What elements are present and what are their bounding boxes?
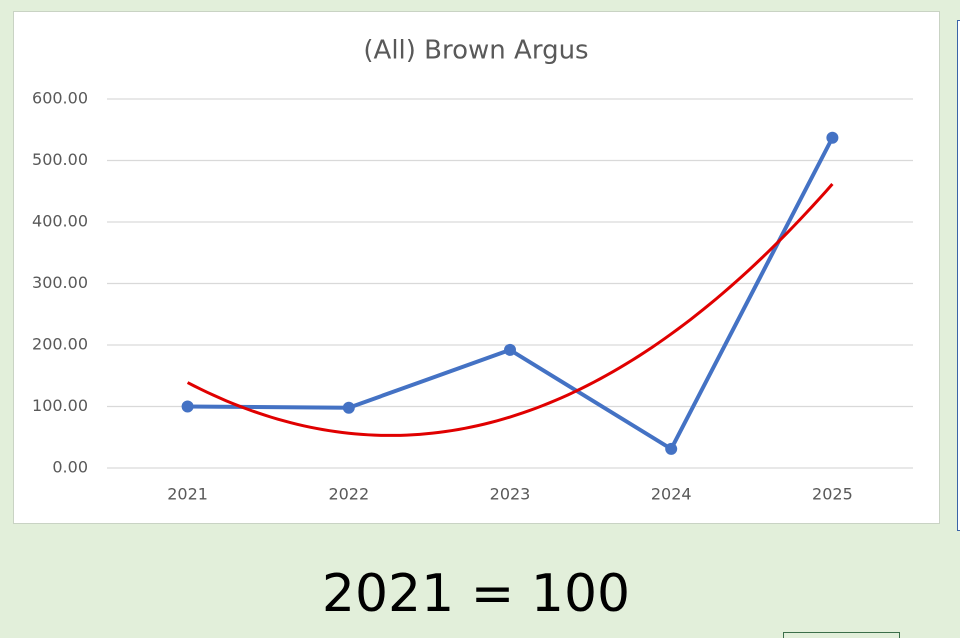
x-tick-label: 2023: [490, 485, 531, 504]
x-tick-label: 2021: [167, 485, 208, 504]
y-tick-label: 600.00: [32, 89, 88, 108]
x-tick-label: 2022: [328, 485, 369, 504]
y-tick-label: 0.00: [52, 458, 88, 477]
marker: [181, 400, 194, 413]
side-panel: [957, 20, 960, 531]
marker: [504, 343, 516, 356]
trendline: [186, 183, 834, 437]
y-tick-label: 300.00: [32, 273, 88, 292]
y-tick-label: 500.00: [32, 150, 88, 169]
y-tick-label: 100.00: [32, 396, 88, 415]
marker: [826, 131, 839, 144]
x-tick-label: 2025: [812, 485, 853, 504]
marker: [342, 401, 355, 414]
chart-title: (All) Brown Argus: [363, 36, 588, 66]
y-tick-label: 400.00: [32, 212, 88, 231]
plot: 0.00 100.00 200.00 300.00 400.00 500.00 600.00…: [32, 89, 913, 504]
caption: 2021 = 100: [322, 564, 630, 624]
marker: [665, 442, 678, 455]
y-tick-label: 200.00: [32, 335, 88, 354]
chart-area: [13, 11, 940, 524]
x-tick-label: 2024: [651, 485, 692, 504]
